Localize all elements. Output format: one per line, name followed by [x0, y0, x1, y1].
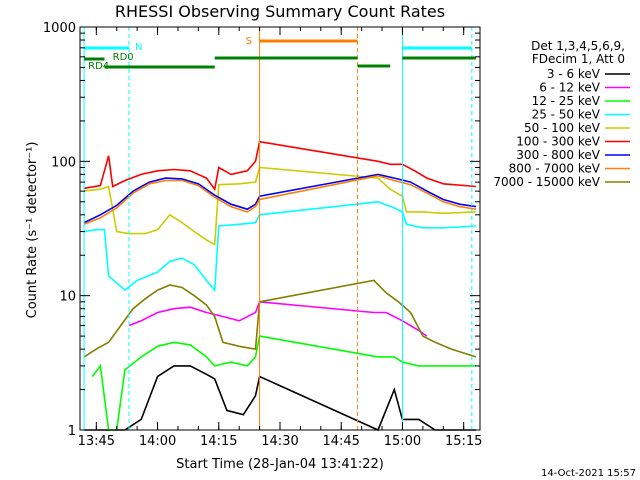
annotation-layer: N S RD0 RD4: [83, 27, 476, 430]
legend-header-line-1: Det 1,3,4,5,6,9,: [531, 39, 625, 53]
series-layer: [83, 140, 477, 432]
y-tick-label: 100: [51, 155, 76, 170]
series-line-1: [128, 300, 428, 337]
y-tick-label: 1: [68, 424, 76, 439]
series-line-7: [83, 174, 477, 226]
rd0-label: RD0: [113, 52, 134, 63]
legend-entry-label: 800 - 7000 keV: [509, 162, 601, 176]
night-label: N: [135, 42, 142, 53]
series-line-4: [84, 166, 476, 246]
legend-entry-label: 25 - 50 keV: [532, 108, 601, 122]
legend-entry-label: 6 - 12 keV: [539, 81, 601, 95]
legend-entry-label: 300 - 800 keV: [516, 148, 600, 162]
x-tick-label: 15:00: [384, 434, 421, 449]
saa-label: S: [246, 36, 252, 47]
series-line-0: [84, 365, 476, 432]
y-tick-label: 1000: [43, 21, 76, 36]
x-tick-label: 14:15: [200, 434, 237, 449]
rd4-label: RD4: [88, 61, 109, 72]
series-line-3: [83, 200, 476, 293]
series-line-6: [83, 173, 477, 224]
legend-entry-label: 3 - 6 keV: [547, 67, 601, 81]
axes-layer: 13:45 14:00 14:15 14:30 14:45 15:00 15:15 1 10 10…: [43, 21, 483, 449]
x-tick-label: 14:30: [261, 434, 298, 449]
series-line-5: [83, 140, 476, 192]
x-axis-label: Start Time (28-Jan-04 13:41:22): [176, 457, 384, 472]
legend-entry-label: 50 - 100 keV: [524, 121, 601, 135]
series-line-2: [91, 335, 476, 431]
y-axis-label: Count Rate (s⁻¹ detector⁻¹): [25, 142, 40, 319]
legend-entry-label: 7000 - 15000 keV: [493, 175, 600, 189]
footer-date: 14-Oct-2021 15:57: [541, 468, 636, 479]
x-tick-label: 14:00: [139, 434, 176, 449]
series-line-8: [83, 279, 477, 358]
y-tick-label: 10: [59, 290, 76, 305]
legend-entry-label: 100 - 300 keV: [516, 135, 600, 149]
legend-entry-label: 12 - 25 keV: [532, 94, 601, 108]
x-tick-label: 15:15: [445, 434, 482, 449]
legend: Det 1,3,4,5,6,9, FDecim 1, Att 0 3 - 6 k…: [493, 39, 630, 189]
x-tick-label: 14:45: [322, 434, 359, 449]
chart-title: RHESSI Observing Summary Count Rates: [115, 2, 445, 21]
legend-header-line-2: FDecim 1, Att 0: [532, 52, 625, 66]
x-tick-label: 13:45: [78, 434, 115, 449]
